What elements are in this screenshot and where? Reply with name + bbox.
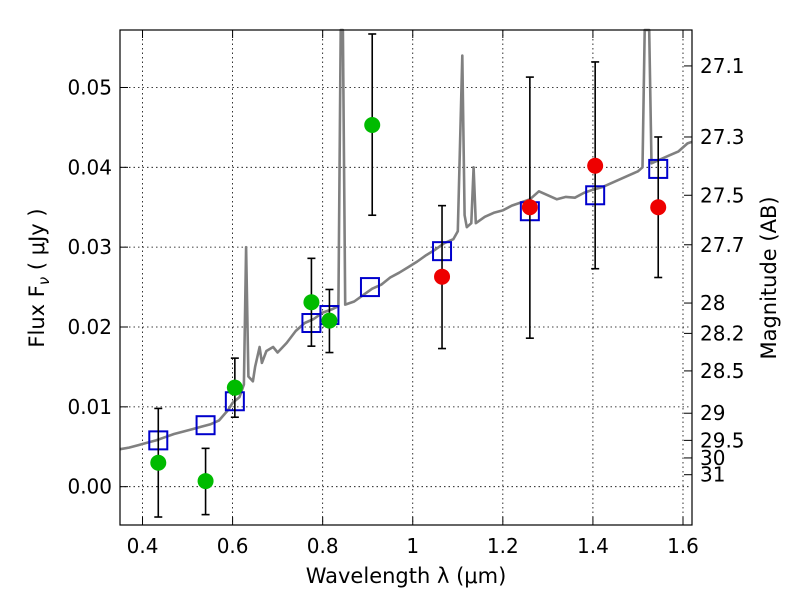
x-axis-label: Wavelength λ (μm) (306, 564, 507, 588)
y-axis-label-main: Flux F (25, 285, 49, 347)
x-tick-label: 1.2 (487, 534, 519, 558)
grid (120, 30, 692, 525)
error-bars (154, 33, 663, 518)
measured-flux-point (303, 294, 320, 311)
y2-tick-label: 27.5 (700, 183, 745, 207)
measured-flux-point (521, 199, 538, 216)
y-tick-label: 0.04 (67, 155, 112, 179)
x-tick-label: 0.4 (127, 534, 159, 558)
y-axis-label: Flux Fν ( μJy ) (25, 208, 53, 347)
y-tick-label: 0.01 (67, 395, 112, 419)
y-axis-label-sub: ν (35, 277, 53, 285)
model-flux-square (359, 277, 380, 298)
y2-tick-label: 29 (700, 401, 725, 425)
measured-flux-point (150, 454, 167, 471)
y2-tick-label: 27.7 (700, 233, 745, 257)
axis-ticks: 0.4 0.6 0.8 1 1.2 1.4 1.6 0.00 0.01 0.02 0.03 0.04 0… (67, 30, 745, 558)
y2-tick-label: 27.1 (700, 54, 745, 78)
measured-flux-point (587, 157, 604, 174)
model-flux-markers (148, 158, 669, 451)
y2-tick-label: 30 (700, 446, 725, 470)
measured-flux-point (434, 268, 451, 285)
spectrum-line-group (119, 28, 693, 451)
measured-flux-point (364, 117, 381, 134)
y2-tick-label: 28 (700, 291, 725, 315)
y2-tick-label: 29.5 (700, 428, 745, 452)
y2-tick-label: 28.2 (700, 321, 745, 345)
y-tick-label: 0.02 (67, 315, 112, 339)
spectrum-line (119, 28, 693, 451)
y2-tick-label: 27.3 (700, 125, 745, 149)
y-axis-label-unit: ( μJy ) (25, 208, 49, 276)
plot-frame (119, 29, 693, 526)
y2-tick-label: 31 (700, 463, 725, 487)
measured-flux-point (197, 473, 214, 490)
y-tick-label: 0.03 (67, 235, 112, 259)
measured-flux-markers (150, 117, 667, 490)
measured-flux-point (226, 379, 243, 396)
measured-flux-point (650, 199, 667, 216)
x-tick-label: 0.6 (217, 534, 249, 558)
x-tick-label: 0.8 (307, 534, 339, 558)
y2-tick-label: 28.5 (700, 359, 745, 383)
y-tick-label: 0.05 (67, 75, 112, 99)
x-tick-label: 1 (406, 534, 419, 558)
model-flux-square (195, 415, 216, 436)
x-tick-label: 1.6 (667, 534, 699, 558)
x-tick-label: 1.4 (577, 534, 609, 558)
y2-axis-label: Magnitude (AB) (757, 196, 781, 359)
y-tick-label: 0.00 (67, 475, 112, 499)
measured-flux-point (321, 312, 338, 329)
